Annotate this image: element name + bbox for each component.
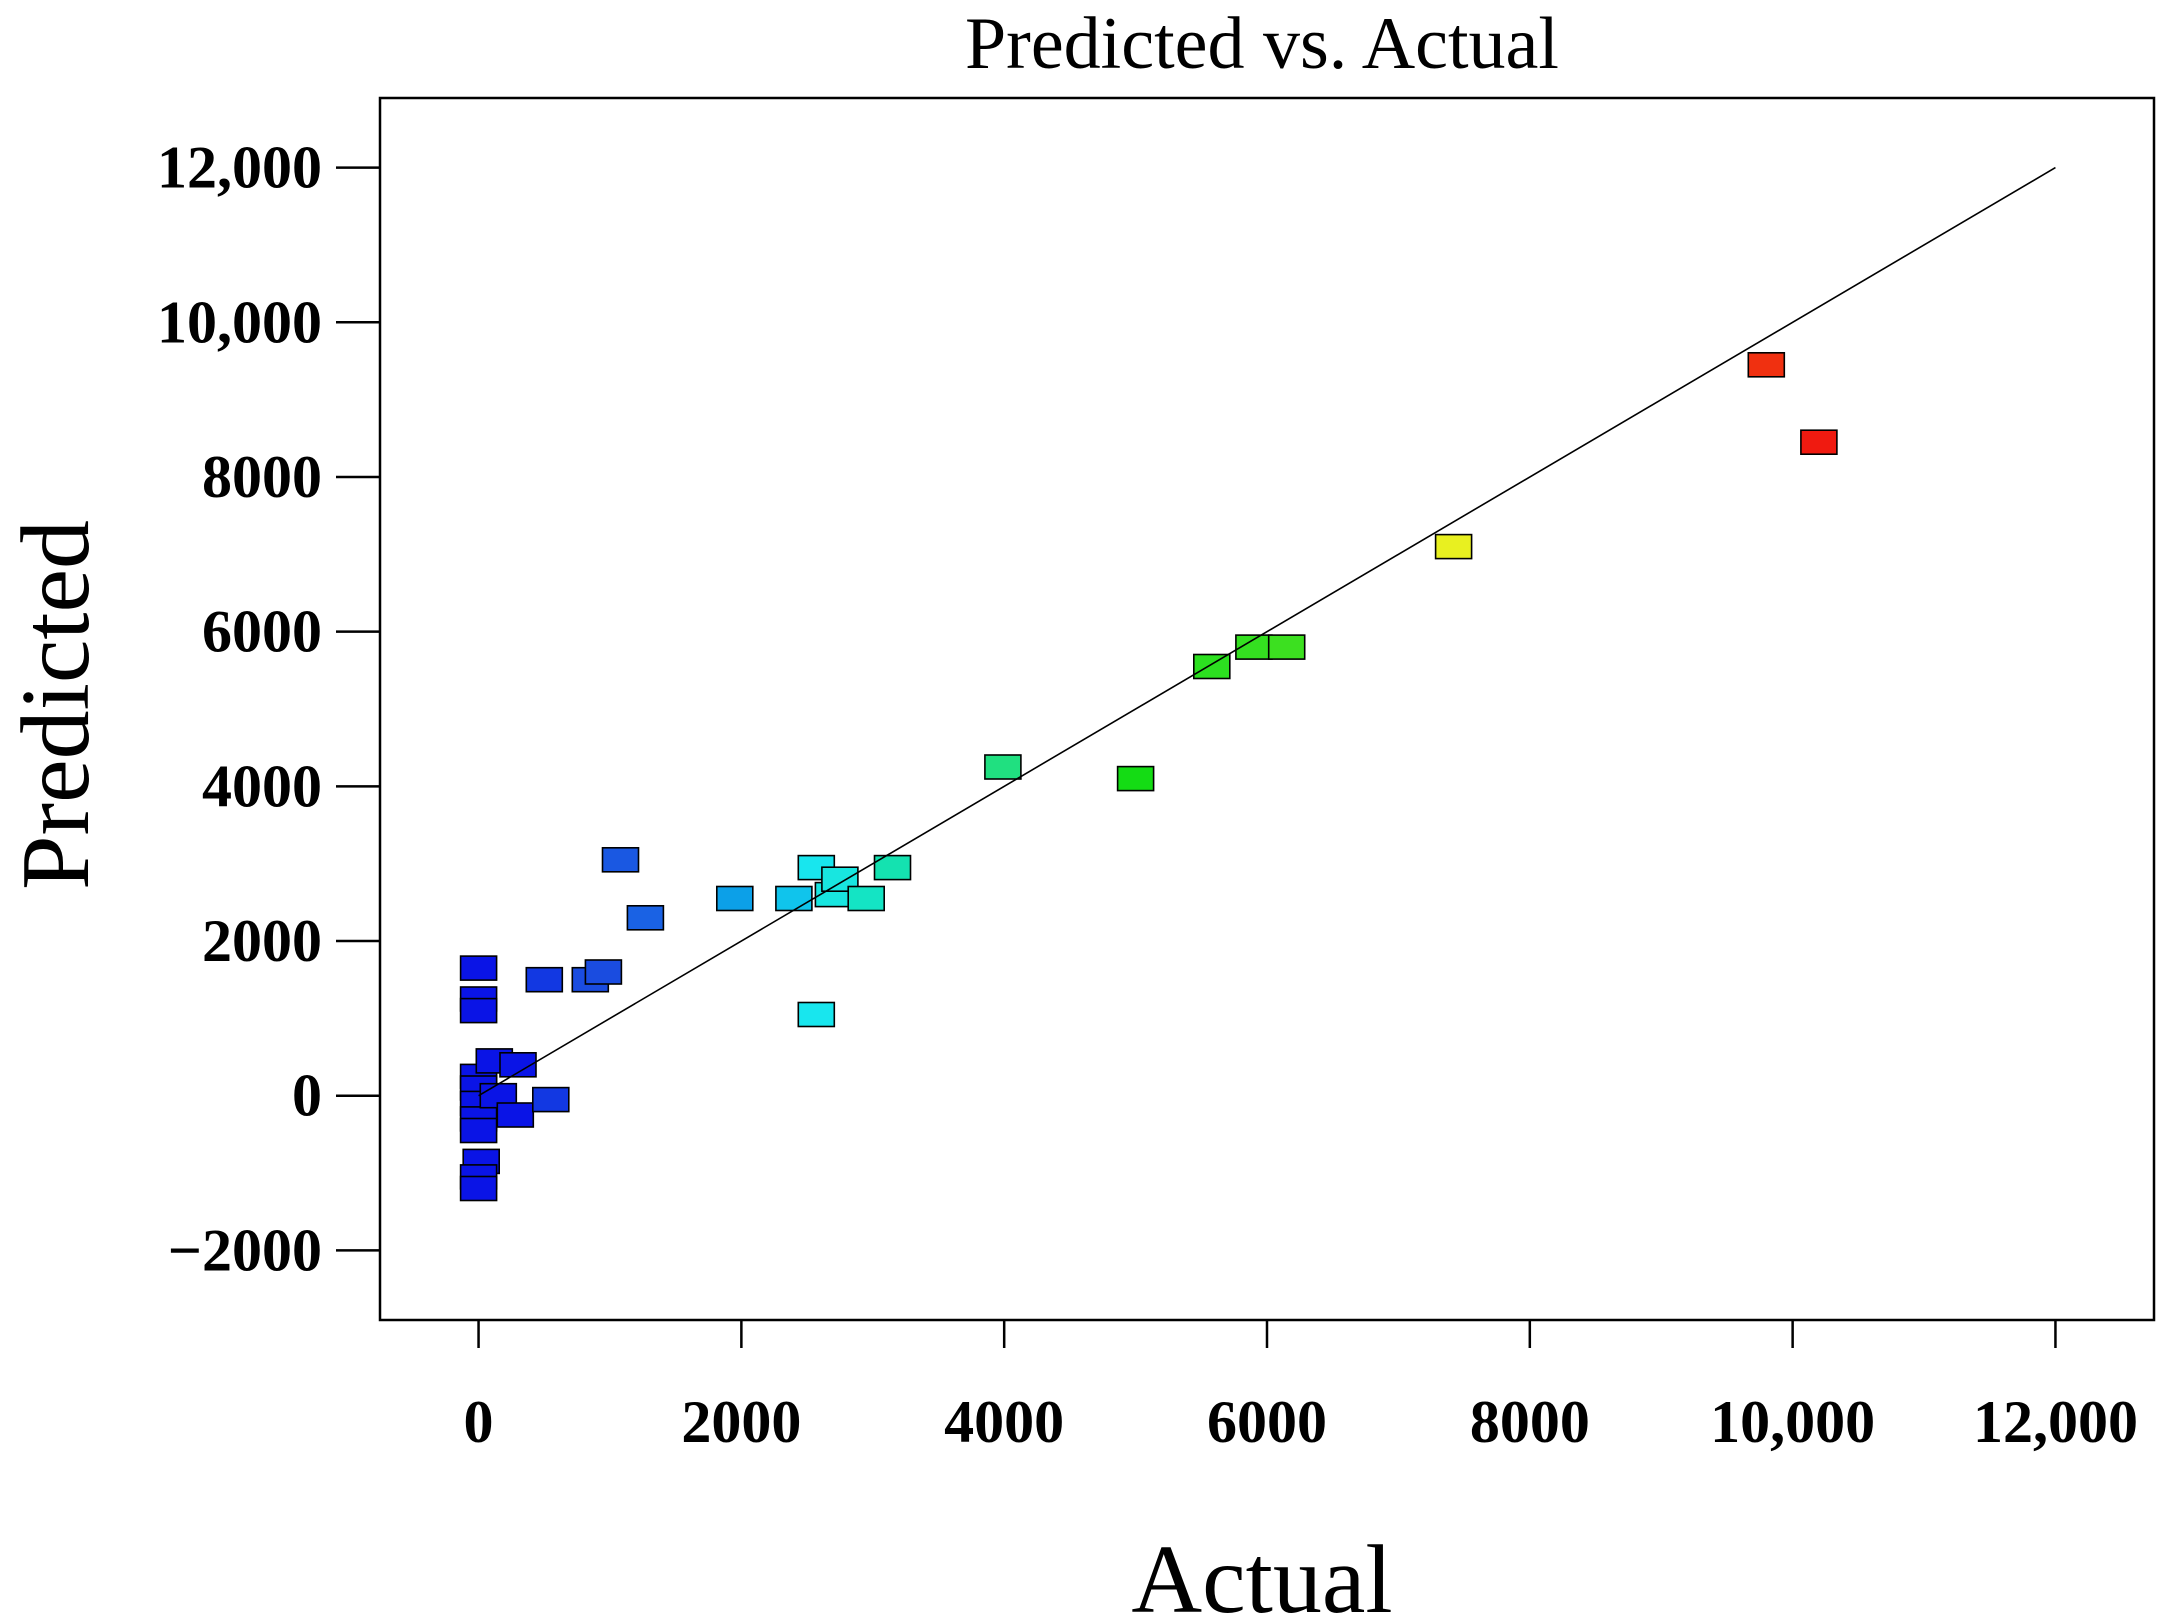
y-axis-title: Predicted [2,520,110,890]
y-tick-label: 6000 [202,599,322,665]
x-tick-label: 8000 [1470,1389,1590,1455]
data-point [459,1117,498,1144]
data-point [1116,765,1155,792]
data-point [797,1001,836,1028]
data-point [775,885,813,912]
chart-title: Predicted vs. Actual [965,3,1559,85]
data-point [531,1086,570,1113]
x-tick-label: 12,000 [1973,1389,2138,1455]
data-point [1193,653,1231,680]
data-point [1267,634,1306,660]
x-tick-label: 10,000 [1710,1389,1875,1455]
y-tick-label: 8000 [202,444,322,510]
x-tick-label: 4000 [944,1389,1064,1455]
data-point [847,885,886,912]
y-tick-label: 12,000 [157,135,322,201]
data-point [715,885,754,912]
data-point [496,1102,535,1128]
data-point [525,966,564,993]
x-tick-label: 0 [464,1389,494,1455]
data-point [1747,351,1786,378]
y-tick-label: 2000 [202,908,322,974]
reference-line [478,166,2056,1097]
data-point [626,904,665,931]
x-axis-title: Actual [1131,1526,1392,1623]
y-axis: −2000 0 2000 4000 6000 8000 10,000 12,000 [157,135,380,1283]
x-tick-label: 2000 [681,1389,801,1455]
data-point [584,959,623,985]
data-point [601,846,640,873]
data-point [1800,429,1838,456]
data-point [821,866,859,893]
x-tick-label: 6000 [1207,1389,1327,1455]
y-tick-label: 10,000 [157,289,322,355]
y-tick-label: 0 [292,1063,322,1129]
y-tick-label: −2000 [168,1217,322,1283]
data-point [459,1175,498,1202]
data-point [459,955,498,981]
data-point [984,754,1022,780]
x-axis: 0 2000 4000 6000 8000 10,000 12,000 [464,1320,2138,1455]
data-point [459,997,498,1024]
data-point [1434,533,1473,560]
y-tick-label: 4000 [202,753,322,819]
